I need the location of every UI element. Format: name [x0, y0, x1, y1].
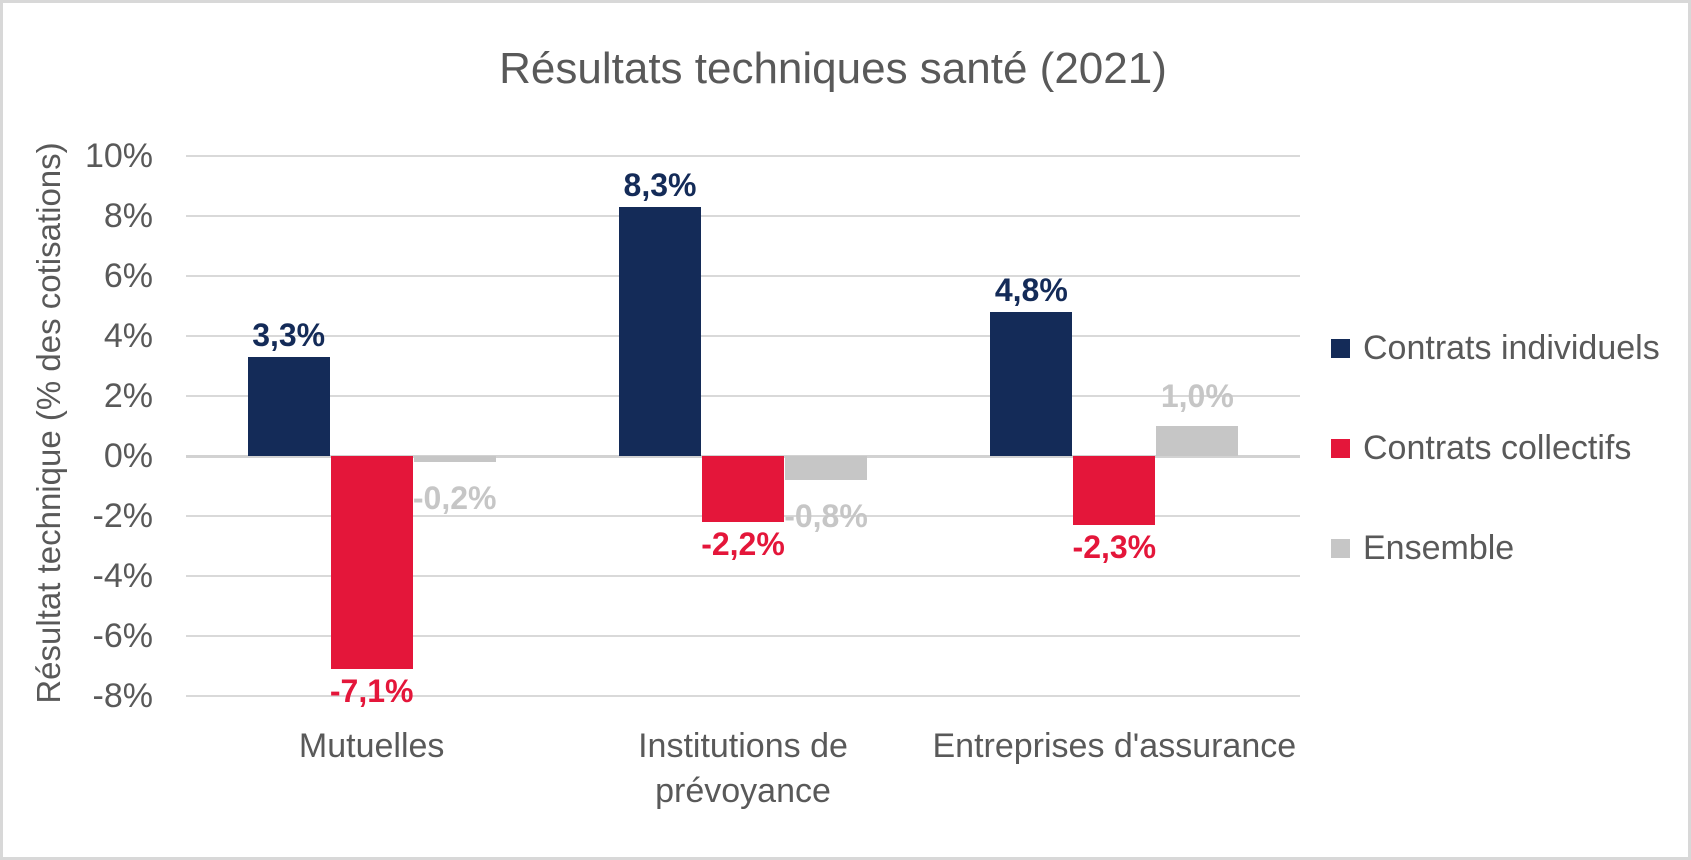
y-tick-label: 0% [103, 437, 153, 475]
data-label: 3,3% [252, 317, 326, 353]
gridline [186, 635, 1300, 637]
data-label: -7,1% [329, 673, 414, 709]
y-tick-label: 8% [103, 197, 153, 235]
gridline [186, 695, 1300, 697]
y-tick-label: 10% [84, 137, 153, 175]
category-label: Institutions de prévoyance [638, 727, 848, 810]
legend-item: Ensemble [1331, 529, 1514, 567]
data-label: -2,3% [1072, 529, 1157, 565]
y-tick-label: 2% [103, 377, 153, 415]
bar [1073, 456, 1156, 525]
gridline [186, 335, 1300, 337]
legend-item-label: Contrats collectifs [1363, 428, 1632, 467]
y-tick-label: -6% [92, 617, 153, 655]
y-tick-label: 4% [103, 317, 153, 355]
bar [785, 456, 867, 480]
data-label: 1,0% [1160, 378, 1234, 414]
bar [702, 456, 784, 522]
gridline [186, 215, 1300, 217]
legend-swatch [1331, 438, 1350, 458]
data-label: -0,2% [412, 480, 497, 516]
gridline [186, 575, 1300, 577]
data-label: -0,8% [784, 498, 868, 534]
data-label: -2,2% [701, 526, 785, 562]
data-label: 4,8% [994, 272, 1068, 308]
data-label: 8,3% [623, 167, 697, 203]
legend-swatch [1331, 538, 1350, 558]
legend-item: Contrats collectifs [1331, 429, 1631, 467]
gridline [186, 155, 1300, 157]
bar [330, 456, 413, 669]
y-tick-label: -2% [92, 497, 153, 535]
legend-swatch [1331, 338, 1350, 358]
bar [990, 312, 1073, 456]
category-label: Entreprises d'assurance [932, 727, 1297, 765]
bar [247, 357, 330, 456]
chart-title: Résultats techniques santé (2021) [499, 44, 1167, 93]
y-tick-label: -4% [92, 557, 153, 595]
gridline [186, 275, 1300, 277]
y-tick-label: -8% [92, 677, 153, 715]
legend-item-label: Contrats individuels [1363, 328, 1660, 367]
bar [619, 207, 701, 456]
bar [413, 456, 496, 462]
category-label: Mutuelles [298, 727, 445, 765]
bar [1156, 426, 1239, 456]
gridline [186, 395, 1300, 397]
legend-item: Contrats individuels [1331, 329, 1660, 367]
legend-item-label: Ensemble [1363, 528, 1515, 567]
y-tick-label: 6% [103, 257, 153, 295]
